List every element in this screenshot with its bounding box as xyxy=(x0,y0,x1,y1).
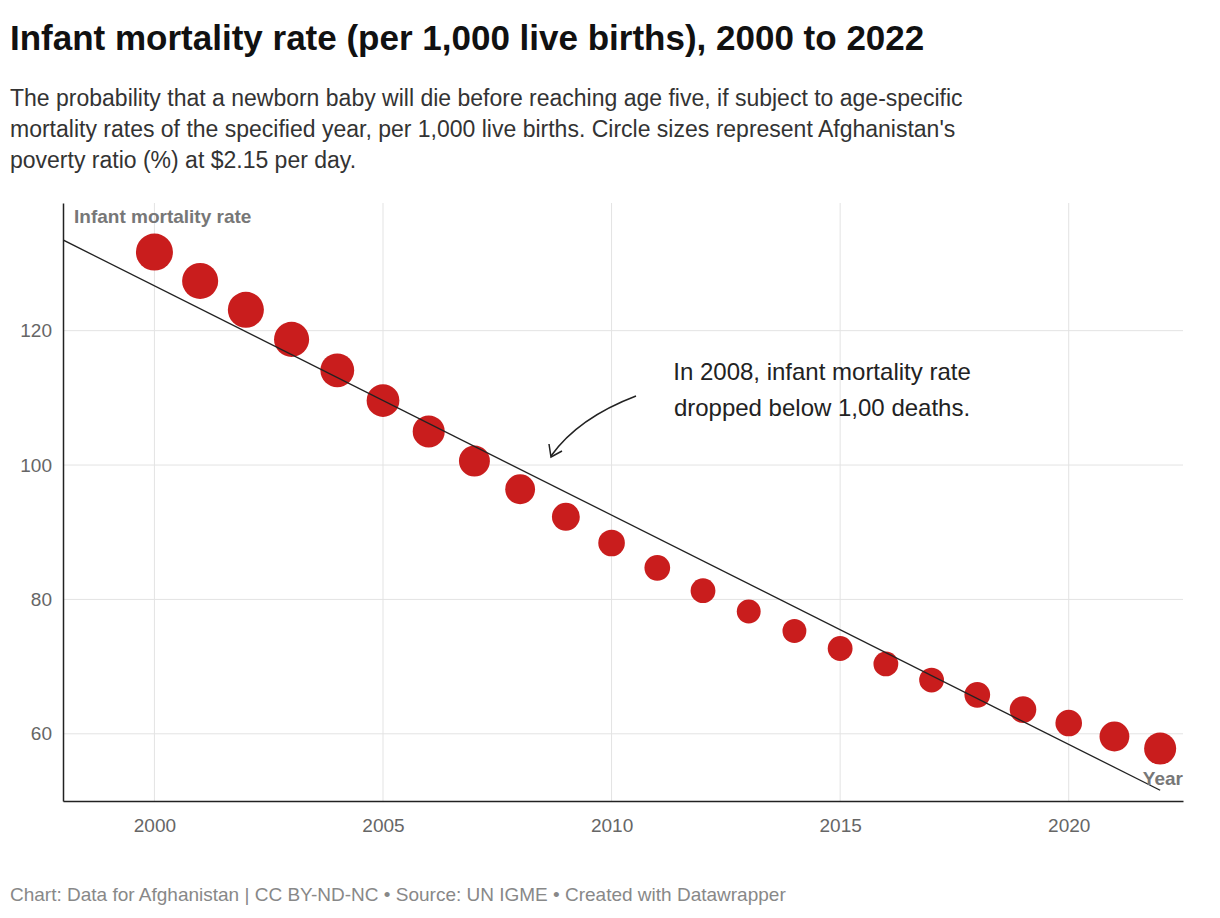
bubble xyxy=(644,555,670,581)
bubble xyxy=(274,322,309,357)
grid-line-y xyxy=(63,733,1183,734)
annotation: dropped below 1,00 deaths. xyxy=(674,394,970,421)
x-tick: 2020 xyxy=(1048,801,1090,836)
x-tick: 2010 xyxy=(591,801,633,836)
y-tick-label: 100 xyxy=(20,455,52,476)
grid xyxy=(63,203,1183,801)
bubble xyxy=(459,446,490,477)
x-tick-label: 2015 xyxy=(820,815,862,836)
grid-line-x xyxy=(840,203,841,801)
y-tick: 80 xyxy=(31,589,63,610)
y-tick-label: 80 xyxy=(31,589,52,610)
bubble xyxy=(1010,696,1037,723)
x-tick: 2015 xyxy=(820,801,862,836)
bubble xyxy=(1144,733,1176,765)
bubble xyxy=(320,353,354,387)
bubble xyxy=(505,474,535,504)
grid-line-y xyxy=(63,330,1183,331)
bubble xyxy=(691,578,716,603)
x-axis-line xyxy=(64,801,1184,803)
grid-line-x xyxy=(383,203,384,801)
annotation: In 2008, infant mortality rate xyxy=(673,358,971,385)
bubble xyxy=(413,415,445,447)
bubble xyxy=(1100,722,1130,752)
x-tick: 2000 xyxy=(134,801,176,836)
x-tick-label: 2010 xyxy=(591,815,633,836)
chart: Infant mortality rate (per 1,000 live bi… xyxy=(0,0,1220,918)
bubble xyxy=(136,234,173,271)
grid-line-x xyxy=(611,203,612,801)
plot-area xyxy=(63,234,1176,791)
x-axis-title: Year xyxy=(1143,768,1184,789)
bubble xyxy=(828,636,853,661)
bubble xyxy=(737,600,761,624)
subtitle: poverty ratio (%) at $2.15 per day. xyxy=(10,147,356,173)
x-tick-label: 2020 xyxy=(1048,815,1090,836)
y-tick: 120 xyxy=(20,320,63,341)
x-tick-label: 2000 xyxy=(134,815,176,836)
y-axis-line xyxy=(63,204,65,802)
bubble xyxy=(598,530,625,557)
grid-line-y xyxy=(63,599,1183,600)
annotation-arrow xyxy=(551,396,636,456)
bubble xyxy=(1055,710,1082,737)
bubble xyxy=(228,292,264,328)
grid-line-x xyxy=(154,203,155,801)
y-tick-label: 60 xyxy=(31,723,52,744)
y-axis: 60 80 100 120 xyxy=(20,204,63,802)
grid-line-y xyxy=(63,465,1183,466)
y-tick: 60 xyxy=(31,723,63,744)
bubble xyxy=(552,503,580,531)
x-tick-label: 2005 xyxy=(362,815,404,836)
trend-line xyxy=(63,240,1160,790)
bubble xyxy=(782,619,806,643)
y-tick-label: 120 xyxy=(20,320,52,341)
y-axis-title: Infant mortality rate xyxy=(74,206,251,227)
footer: Chart: Data for Afghanistan | CC BY-ND-N… xyxy=(10,884,786,905)
x-tick: 2005 xyxy=(362,801,404,836)
title: Infant mortality rate (per 1,000 live bi… xyxy=(10,18,924,57)
subtitle: The probability that a newborn baby will… xyxy=(10,85,963,111)
bubble xyxy=(182,263,218,299)
bubble xyxy=(873,652,898,677)
subtitle: mortality rates of the specified year, p… xyxy=(10,116,955,142)
bubble xyxy=(964,682,990,708)
annotation-arrowhead xyxy=(549,444,562,457)
y-tick: 100 xyxy=(20,455,63,476)
x-axis: 2000 2005 2010 2015 2020 xyxy=(64,801,1184,836)
